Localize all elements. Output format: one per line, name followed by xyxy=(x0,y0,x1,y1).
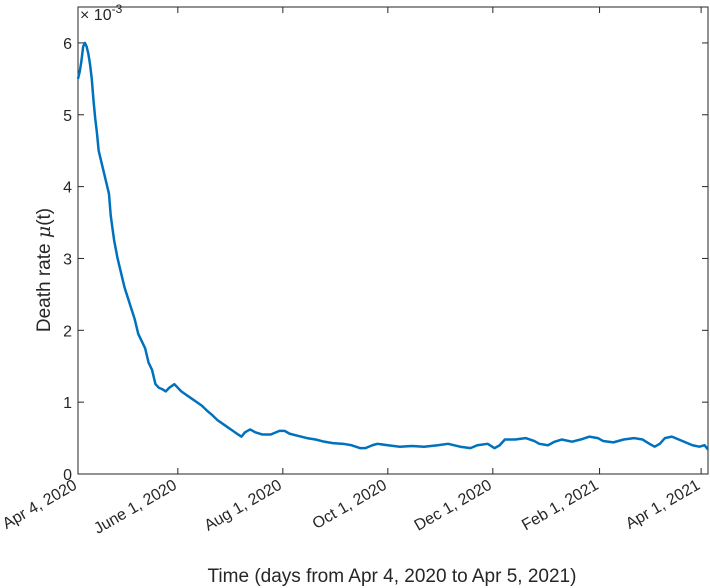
y-tick-label: 3 xyxy=(63,251,72,268)
y-exponent-base: × 10 xyxy=(80,7,112,24)
series-line xyxy=(76,41,709,451)
x-tick-label: Feb 1, 2021 xyxy=(519,477,602,534)
x-tick-label: Dec 1, 2020 xyxy=(412,477,495,535)
x-axis-label: Time (days from Apr 4, 2020 to Apr 5, 20… xyxy=(208,566,577,587)
series-layer xyxy=(76,41,709,451)
y-tick-label: 6 xyxy=(63,36,72,53)
y-axis-label: Death rate μ(t) xyxy=(33,208,55,332)
y-axis: 0 1 2 3 4 5 6 xyxy=(63,36,708,484)
y-tick-label: 0 xyxy=(63,467,72,484)
y-tick-label: 2 xyxy=(63,323,72,340)
x-axis: Apr 4, 2020 June 1, 2020 Aug 1, 2020 Oct 1,… xyxy=(0,7,703,538)
y-tick-label: 4 xyxy=(63,180,72,197)
x-tick-label: Apr 1, 2021 xyxy=(623,477,703,533)
y-exponent: × 10-3 xyxy=(80,2,123,24)
x-tick-label: June 1, 2020 xyxy=(91,477,180,538)
y-exponent-power: -3 xyxy=(112,2,123,16)
x-tick-label: Aug 1, 2020 xyxy=(202,477,285,535)
y-axis-label-suffix: (t) xyxy=(34,208,55,226)
y-axis-label-symbol: μ xyxy=(33,226,55,238)
plot-area xyxy=(77,6,709,475)
axes-box xyxy=(77,6,709,475)
y-tick-label: 5 xyxy=(63,108,72,125)
x-tick-label: Apr 4, 2020 xyxy=(0,477,80,533)
y-axis-label-prefix: Death rate xyxy=(34,238,55,332)
y-tick-label: 1 xyxy=(63,395,72,412)
x-tick-label: Oct 1, 2020 xyxy=(310,477,390,533)
